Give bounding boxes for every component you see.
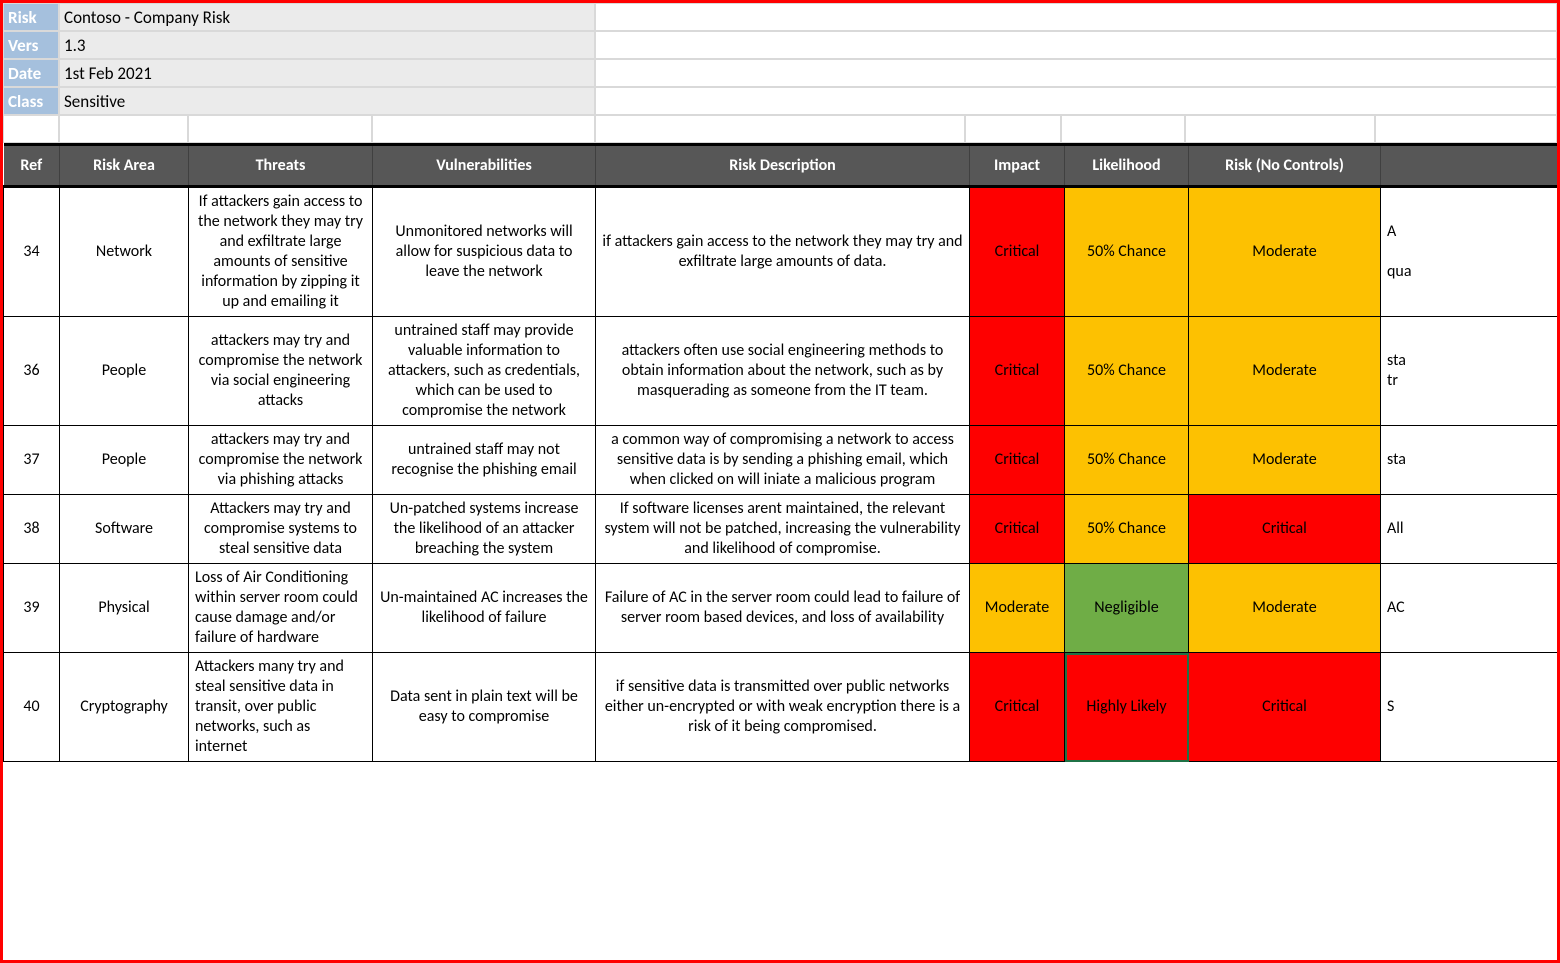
meta-value-class[interactable]: Sensitive <box>59 87 595 115</box>
cell-extra[interactable]: All <box>1381 495 1560 564</box>
cell-impact[interactable]: Critical <box>970 426 1065 495</box>
th-area[interactable]: Risk Area <box>60 145 189 187</box>
cell-likelihood[interactable]: 50% Chance <box>1065 187 1189 317</box>
cell-desc[interactable]: if attackers gain access to the network … <box>596 187 970 317</box>
cell-risk-level[interactable]: Critical <box>1189 653 1381 762</box>
th-vuln[interactable]: Vulnerabilities <box>373 145 596 187</box>
spreadsheet-viewport: Risk Contoso - Company Risk Vers 1.3 Dat… <box>0 0 1560 963</box>
cell-area[interactable]: Physical <box>60 564 189 653</box>
th-risk[interactable]: Risk (No Controls) <box>1189 145 1381 187</box>
cell-threats[interactable]: Attackers may try and compromise systems… <box>189 495 373 564</box>
cell-extra[interactable]: S <box>1381 653 1560 762</box>
cell-ref[interactable]: 36 <box>4 317 60 426</box>
meta-label-class: Class <box>3 87 59 115</box>
cell-extra[interactable]: A qua <box>1381 187 1560 317</box>
blank-cell[interactable] <box>595 3 1557 31</box>
cell-area[interactable]: People <box>60 317 189 426</box>
cell-likelihood[interactable]: 50% Chance <box>1065 317 1189 426</box>
cell-likelihood[interactable]: 50% Chance <box>1065 495 1189 564</box>
meta-value-version[interactable]: 1.3 <box>59 31 595 59</box>
blank-cell[interactable] <box>1061 115 1185 143</box>
cell-area[interactable]: People <box>60 426 189 495</box>
cell-vuln[interactable]: untrained staff may not recognise the ph… <box>373 426 596 495</box>
cell-desc[interactable]: if sensitive data is transmitted over pu… <box>596 653 970 762</box>
table-row: 38SoftwareAttackers may try and compromi… <box>4 495 1560 564</box>
blank-cell[interactable] <box>59 115 188 143</box>
table-row: 34NetworkIf attackers gain access to the… <box>4 187 1560 317</box>
th-ref[interactable]: Ref <box>4 145 60 187</box>
meta-value-date[interactable]: 1st Feb 2021 <box>59 59 595 87</box>
cell-extra[interactable]: AC <box>1381 564 1560 653</box>
blank-cell[interactable] <box>595 87 1557 115</box>
meta-label-version: Vers <box>3 31 59 59</box>
blank-cell[interactable] <box>595 31 1557 59</box>
cell-threats[interactable]: Loss of Air Conditioning within server r… <box>189 564 373 653</box>
cell-threats[interactable]: If attackers gain access to the network … <box>189 187 373 317</box>
th-likelihood[interactable]: Likelihood <box>1065 145 1189 187</box>
cell-vuln[interactable]: Un-maintained AC increases the likelihoo… <box>373 564 596 653</box>
cell-desc[interactable]: Failure of AC in the server room could l… <box>596 564 970 653</box>
meta-label-risk: Risk <box>3 3 59 31</box>
blank-cell[interactable] <box>1375 115 1557 143</box>
th-extra[interactable] <box>1381 145 1560 187</box>
cell-area[interactable]: Network <box>60 187 189 317</box>
th-desc[interactable]: Risk Description <box>596 145 970 187</box>
blank-cell[interactable] <box>595 115 965 143</box>
cell-vuln[interactable]: Unmonitored networks will allow for susp… <box>373 187 596 317</box>
cell-ref[interactable]: 34 <box>4 187 60 317</box>
cell-desc[interactable]: a common way of compromising a network t… <box>596 426 970 495</box>
cell-impact[interactable]: Critical <box>970 317 1065 426</box>
cell-vuln[interactable]: Un-patched systems increase the likeliho… <box>373 495 596 564</box>
cell-vuln[interactable]: Data sent in plain text will be easy to … <box>373 653 596 762</box>
cell-impact[interactable]: Moderate <box>970 564 1065 653</box>
cell-threats[interactable]: attackers may try and compromise the net… <box>189 426 373 495</box>
cell-extra[interactable]: sta <box>1381 426 1560 495</box>
blank-cell[interactable] <box>188 115 372 143</box>
blank-cell[interactable] <box>965 115 1061 143</box>
cell-ref[interactable]: 37 <box>4 426 60 495</box>
meta-value-risk[interactable]: Contoso - Company Risk <box>59 3 595 31</box>
cell-likelihood[interactable]: Highly Likely <box>1065 653 1189 762</box>
cell-risk-level[interactable]: Moderate <box>1189 187 1381 317</box>
blank-cell[interactable] <box>1185 115 1375 143</box>
cell-area[interactable]: Software <box>60 495 189 564</box>
cell-desc[interactable]: If software licenses arent maintained, t… <box>596 495 970 564</box>
meta-label-date: Date <box>3 59 59 87</box>
meta-grid: Risk Contoso - Company Risk Vers 1.3 Dat… <box>3 3 1557 115</box>
cell-risk-level[interactable]: Moderate <box>1189 564 1381 653</box>
cell-ref[interactable]: 39 <box>4 564 60 653</box>
table-row: 40CryptographyAttackers many try and ste… <box>4 653 1560 762</box>
cell-likelihood[interactable]: 50% Chance <box>1065 426 1189 495</box>
table-header-row: Ref Risk Area Threats Vulnerabilities Ri… <box>4 145 1560 187</box>
blank-row <box>3 115 1557 143</box>
cell-threats[interactable]: Attackers many try and steal sensitive d… <box>189 653 373 762</box>
blank-cell[interactable] <box>595 59 1557 87</box>
cell-desc[interactable]: attackers often use social engineering m… <box>596 317 970 426</box>
cell-area[interactable]: Cryptography <box>60 653 189 762</box>
table-row: 37Peopleattackers may try and compromise… <box>4 426 1560 495</box>
th-impact[interactable]: Impact <box>970 145 1065 187</box>
blank-cell[interactable] <box>3 115 59 143</box>
cell-impact[interactable]: Critical <box>970 495 1065 564</box>
cell-likelihood[interactable]: Negligible <box>1065 564 1189 653</box>
cell-extra[interactable]: sta tr <box>1381 317 1560 426</box>
cell-risk-level[interactable]: Critical <box>1189 495 1381 564</box>
cell-impact[interactable]: Critical <box>970 187 1065 317</box>
th-threats[interactable]: Threats <box>189 145 373 187</box>
table-row: 36Peopleattackers may try and compromise… <box>4 317 1560 426</box>
cell-ref[interactable]: 38 <box>4 495 60 564</box>
table-row: 39PhysicalLoss of Air Conditioning withi… <box>4 564 1560 653</box>
cell-ref[interactable]: 40 <box>4 653 60 762</box>
cell-vuln[interactable]: untrained staff may provide valuable inf… <box>373 317 596 426</box>
cell-threats[interactable]: attackers may try and compromise the net… <box>189 317 373 426</box>
cell-risk-level[interactable]: Moderate <box>1189 317 1381 426</box>
risk-table: Ref Risk Area Threats Vulnerabilities Ri… <box>3 143 1560 762</box>
cell-risk-level[interactable]: Moderate <box>1189 426 1381 495</box>
blank-cell[interactable] <box>372 115 595 143</box>
cell-impact[interactable]: Critical <box>970 653 1065 762</box>
